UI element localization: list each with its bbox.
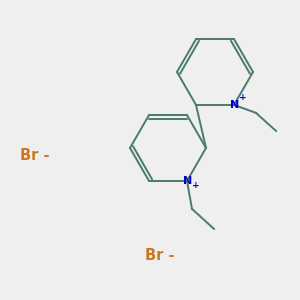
Text: +: + — [192, 182, 200, 190]
Text: Br -: Br - — [20, 148, 50, 163]
Text: N: N — [230, 100, 240, 110]
Text: N: N — [183, 176, 193, 186]
Text: Br -: Br - — [145, 248, 175, 262]
Text: +: + — [239, 93, 247, 102]
